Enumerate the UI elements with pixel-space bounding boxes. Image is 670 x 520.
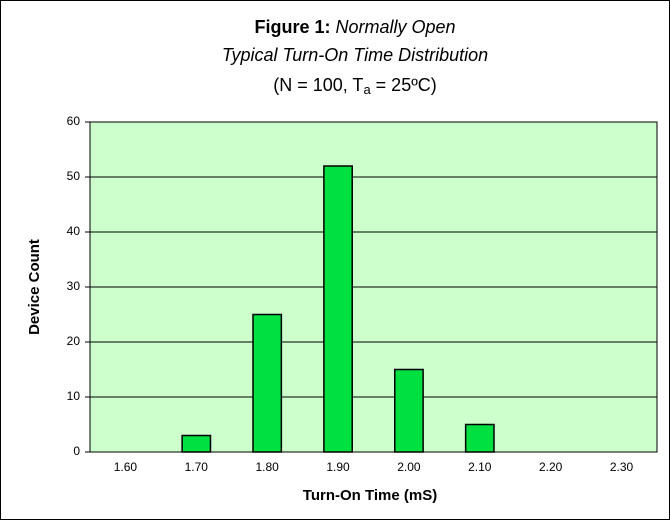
subtitle: Normally Open	[335, 17, 455, 37]
x-tick-label: 1.60	[114, 460, 138, 474]
x-tick-label: 2.00	[397, 460, 421, 474]
subtitle: Typical Turn-On Time Distribution	[222, 45, 488, 65]
x-tick-label: 2.30	[610, 460, 634, 474]
title-line-1: Figure 1: Normally Open	[254, 17, 455, 37]
x-tick-label: 1.90	[326, 460, 350, 474]
x-tick-label: 1.80	[256, 460, 280, 474]
bar	[323, 165, 353, 453]
y-tick-label: 20	[67, 334, 81, 348]
y-tick-label: 50	[67, 169, 81, 183]
x-axis-label: Turn-On Time (mS)	[303, 487, 437, 504]
bar	[464, 423, 495, 453]
x-tick-label: 2.20	[539, 460, 563, 474]
chart-title: Figure 1:	[254, 17, 330, 37]
conditions-part: = 25ºC)	[371, 75, 437, 95]
x-tick-label: 2.10	[468, 460, 492, 474]
conditions: (N = 100, Ta = 25ºC)	[273, 75, 437, 98]
conditions-part: (N = 100, T	[273, 75, 363, 95]
y-tick-label: 10	[67, 389, 81, 403]
bar	[252, 313, 283, 453]
y-axis-label: Device Count	[26, 239, 43, 335]
bar	[394, 368, 424, 453]
x-tick-label: 1.70	[185, 460, 209, 474]
conditions-subscript: a	[363, 82, 371, 97]
y-tick-label: 0	[73, 444, 80, 458]
bar	[181, 434, 212, 453]
y-tick-label: 60	[67, 114, 81, 128]
y-tick-label: 40	[67, 224, 81, 238]
y-tick-label: 30	[67, 279, 81, 293]
